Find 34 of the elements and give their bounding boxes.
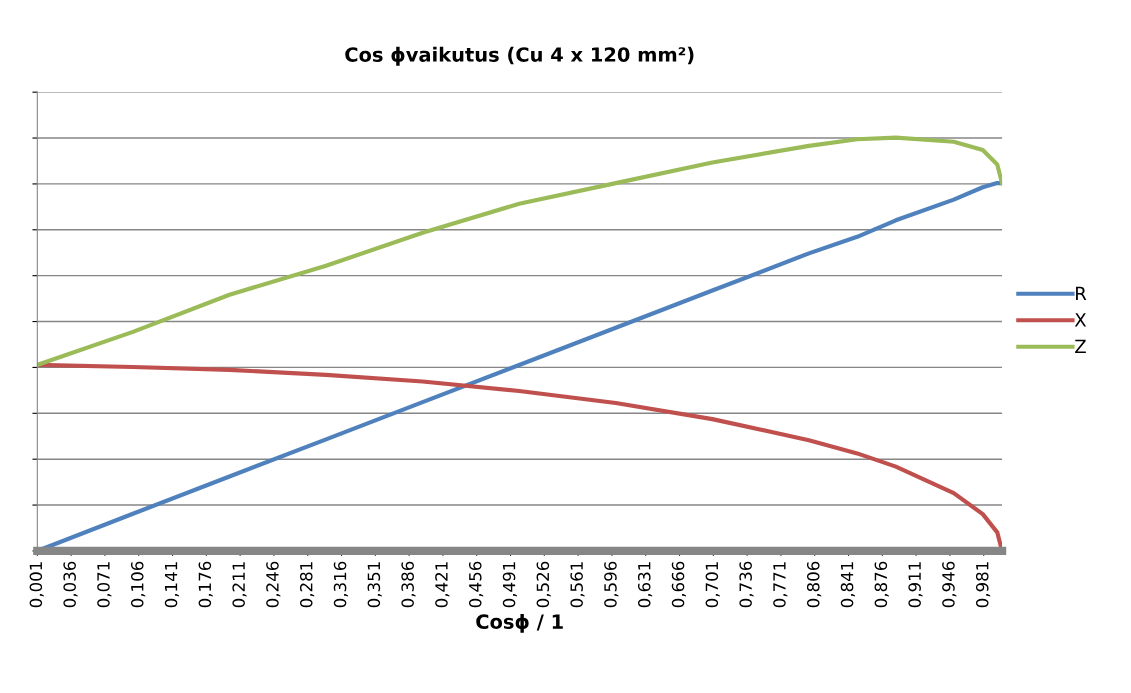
x-tick-label: 0,666 xyxy=(671,561,687,608)
x-tick-label: 0,911 xyxy=(908,562,923,608)
x-tick-label: 0,176 xyxy=(198,561,213,608)
x-tick-label: 0,841 xyxy=(840,562,856,608)
x-tick-label: 0,631 xyxy=(637,562,653,608)
x-tick-label: 0,876 xyxy=(874,561,889,608)
x-tick-label: 0,281 xyxy=(299,562,315,608)
x-tick-label: 0,806 xyxy=(806,561,822,608)
x-tick-label: 0,211 xyxy=(232,562,247,608)
x-tick-label: 0,981 xyxy=(975,562,991,608)
x-tick-label: 0,946 xyxy=(942,561,957,608)
legend-label: R xyxy=(1076,286,1087,301)
x-tick-label: 0,701 xyxy=(705,562,720,608)
x-tick-label: 0,316 xyxy=(333,561,349,608)
x-axis-title: Cosϕ / 1 xyxy=(476,613,563,633)
x-tick-label: 0,246 xyxy=(266,561,281,608)
x-tick-label: 0,771 xyxy=(773,562,788,608)
legend-label: Z xyxy=(1075,339,1086,354)
x-tick-label: 0,071 xyxy=(97,562,112,608)
x-tick-label: 0,456 xyxy=(468,561,484,608)
x-tick-label: 0,491 xyxy=(502,562,518,608)
x-tick-label: 0,351 xyxy=(367,562,382,608)
x-tick-label: 0,526 xyxy=(536,561,551,608)
x-tick-label: 0,596 xyxy=(604,561,619,608)
x-tick-label: 0,106 xyxy=(130,561,146,608)
x-tick-label: 0,736 xyxy=(739,561,754,608)
x-tick-label: 0,561 xyxy=(570,562,585,608)
x-tick-label: 0,421 xyxy=(435,562,450,608)
x-tick-label: 0,386 xyxy=(401,561,416,608)
legend-label: X xyxy=(1074,313,1087,327)
x-tick-label: 0,036 xyxy=(63,561,78,608)
x-tick-label: 0,001 xyxy=(29,562,44,608)
x-tick-label: 0,141 xyxy=(164,562,180,608)
chart-title: Cos ϕvaikutus (Cu 4 x 120 mm²) xyxy=(345,46,694,66)
